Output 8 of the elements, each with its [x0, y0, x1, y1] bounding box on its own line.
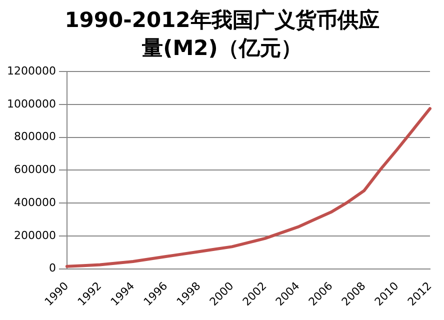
chart-title: 1990-2012年我国广义货币供应量(M2)（亿元）	[64, 7, 380, 62]
y-tick-label: 600000	[14, 163, 56, 176]
y-tick-label: 200000	[14, 228, 56, 242]
y-tick-label: 0	[48, 262, 56, 275]
y-tick-label: 1200000	[6, 64, 56, 78]
y-tick-label: 1000000	[6, 97, 56, 110]
y-tick-label: 800000	[14, 130, 56, 144]
y-tick-label: 400000	[14, 196, 56, 209]
